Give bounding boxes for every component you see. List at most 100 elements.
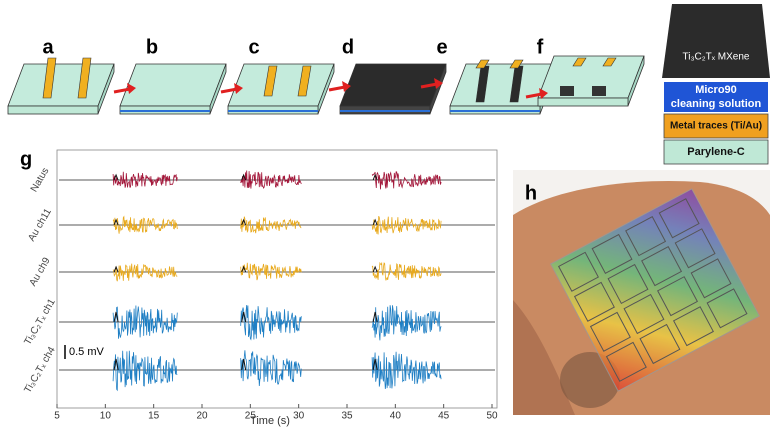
electrode <box>589 311 631 352</box>
burst-onset <box>113 218 119 226</box>
burst <box>240 170 302 189</box>
slab-layer <box>450 110 540 112</box>
x-tick-label: 40 <box>390 411 402 422</box>
x-tick-label: 35 <box>341 411 353 422</box>
x-tick-label: 5 <box>54 411 60 422</box>
panel-label: b <box>146 36 158 58</box>
electrode <box>706 288 748 329</box>
arrow <box>113 87 131 94</box>
burst <box>371 305 442 341</box>
burst-onset <box>372 173 378 181</box>
burst <box>240 305 302 341</box>
trace <box>297 65 312 97</box>
scale-bar-label: 0.5 mV <box>69 346 105 358</box>
electrode <box>672 306 714 347</box>
burst <box>240 216 302 234</box>
arrow-head <box>434 78 443 89</box>
trace <box>572 57 587 67</box>
slab-top <box>119 63 227 107</box>
plot-frame <box>56 149 498 409</box>
series-label: Au ch11 <box>26 206 54 243</box>
electrode <box>639 323 681 365</box>
panel-label: f <box>537 36 544 58</box>
trace <box>509 65 524 103</box>
trace <box>77 57 92 99</box>
trace <box>263 65 278 97</box>
layer-label: cleaning solution <box>671 98 762 110</box>
trace <box>509 59 524 69</box>
burst <box>112 215 178 234</box>
slab-top <box>7 63 115 107</box>
panel-label: d <box>342 36 354 58</box>
cutout <box>592 86 606 96</box>
arrow-head <box>539 88 548 99</box>
trace <box>475 59 490 69</box>
layer-label: Metal traces (Ti/Au) <box>670 121 762 132</box>
burst <box>112 263 178 282</box>
arrow <box>220 87 238 94</box>
burst <box>371 216 442 235</box>
fabrication-steps <box>7 55 645 115</box>
electrode <box>623 293 665 335</box>
layer-label: Parylene-C <box>687 146 745 158</box>
series-label: Au ch9 <box>28 255 53 288</box>
arrow-head <box>127 83 136 94</box>
slab-top <box>227 63 335 107</box>
x-tick-label: 20 <box>196 411 208 422</box>
slab-layer <box>228 110 318 112</box>
panel-label: g <box>20 148 32 170</box>
x-axis-label: Time (s) <box>250 415 290 427</box>
layer-label: Micro90 <box>695 84 737 96</box>
arrow <box>525 92 543 99</box>
electrode <box>625 216 667 257</box>
slab-layer <box>120 110 210 112</box>
x-tick-label: 30 <box>293 411 305 422</box>
panel-label: e <box>436 36 447 58</box>
x-tick-label: 45 <box>438 411 450 422</box>
x-tick-label: 10 <box>100 411 112 422</box>
burst-onset <box>241 218 247 226</box>
burst-onset <box>113 265 119 273</box>
burst-onset <box>113 311 119 323</box>
burst <box>112 305 178 339</box>
panel-label: c <box>248 36 259 58</box>
layer-metal <box>663 113 769 139</box>
series-label: Ti₃C₂Tₓ ch4 <box>22 345 57 395</box>
burst-onset <box>241 311 247 323</box>
series-label: Ti₃C₂Tₓ ch1 <box>22 297 57 347</box>
burst <box>240 262 302 281</box>
panel-label: a <box>42 36 54 58</box>
trace <box>42 57 57 99</box>
electrode <box>658 198 700 239</box>
layer-parylene <box>663 139 769 165</box>
burst-onset <box>241 358 247 371</box>
slab-front <box>537 97 629 107</box>
arrow <box>328 85 346 92</box>
x-tick-label: 50 <box>486 411 498 422</box>
burst-onset <box>372 358 378 371</box>
burst-onset <box>113 358 119 371</box>
burst-onset <box>241 173 247 181</box>
burst-onset <box>372 218 378 226</box>
x-tick-label: 15 <box>148 411 160 422</box>
layer-mxene <box>662 4 770 78</box>
electrode <box>674 228 716 269</box>
arrow-head <box>234 83 243 94</box>
electrode <box>558 251 599 292</box>
burst <box>240 350 302 387</box>
slab-top <box>537 55 645 99</box>
electrode <box>591 233 633 275</box>
x-tick-label: 25 <box>245 411 257 422</box>
layer-label: Ti₃C₂Tₓ MXene <box>683 52 750 63</box>
electrode <box>641 246 683 287</box>
burst-onset <box>372 311 378 323</box>
electrode <box>690 258 732 299</box>
layer-stack: Ti₃C₂Tₓ MXene Micro90 cleaning solution … <box>662 4 770 165</box>
electrode <box>607 263 649 305</box>
electrode <box>573 281 615 322</box>
electrode <box>657 276 699 317</box>
arrow-head <box>342 81 351 92</box>
panel-label: h <box>525 182 537 204</box>
